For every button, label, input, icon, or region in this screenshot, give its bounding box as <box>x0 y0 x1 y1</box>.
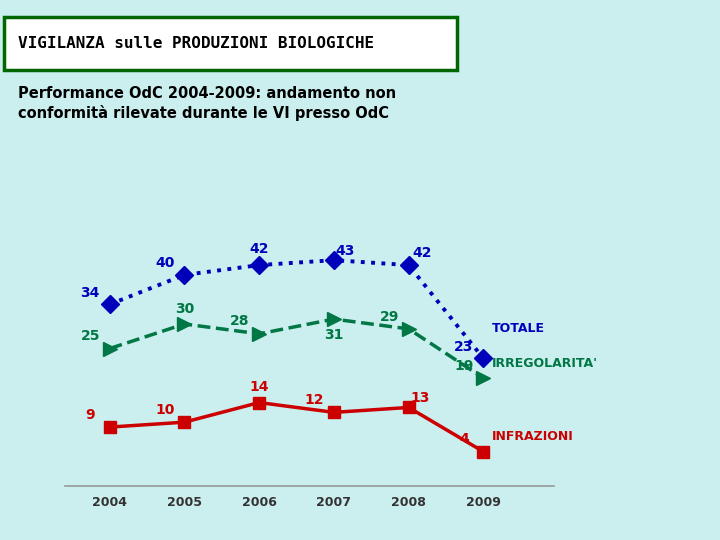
Text: 23: 23 <box>454 340 474 354</box>
Text: 34: 34 <box>81 286 100 300</box>
Text: VIGILANZA sulle PRODUZIONI BIOLOGICHE: VIGILANZA sulle PRODUZIONI BIOLOGICHE <box>18 36 374 51</box>
Text: INFRAZIONI: INFRAZIONI <box>492 430 574 443</box>
Text: 19: 19 <box>454 359 474 373</box>
Text: 42: 42 <box>413 246 432 260</box>
Text: 40: 40 <box>156 255 175 269</box>
Text: 25: 25 <box>81 329 100 343</box>
Text: TOTALE: TOTALE <box>492 322 545 335</box>
Text: 10: 10 <box>156 403 175 417</box>
Text: 43: 43 <box>336 244 355 258</box>
Text: 9: 9 <box>86 408 95 422</box>
Text: 4: 4 <box>459 433 469 446</box>
Text: conformità rilevate durante le VI presso OdC: conformità rilevate durante le VI presso… <box>18 105 389 121</box>
Text: 42: 42 <box>249 241 269 255</box>
Text: 12: 12 <box>305 393 324 407</box>
Text: 30: 30 <box>175 302 194 316</box>
Text: 29: 29 <box>379 309 399 323</box>
Text: 31: 31 <box>324 328 343 341</box>
Text: 13: 13 <box>410 391 429 405</box>
Text: IRREGOLARITA': IRREGOLARITA' <box>492 357 598 370</box>
Text: 14: 14 <box>249 381 269 394</box>
Text: Performance OdC 2004-2009: andamento non: Performance OdC 2004-2009: andamento non <box>18 86 396 102</box>
Text: 28: 28 <box>230 314 249 328</box>
